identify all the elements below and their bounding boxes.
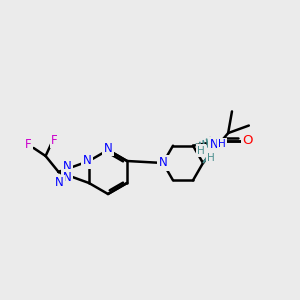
Text: N: N [213, 141, 222, 154]
Text: N: N [103, 142, 112, 154]
Text: F: F [25, 139, 32, 152]
Text: F: F [51, 134, 58, 146]
Text: N: N [82, 154, 91, 167]
Polygon shape [203, 148, 217, 163]
Text: N: N [63, 160, 71, 173]
Text: O: O [242, 134, 253, 147]
Text: H: H [218, 140, 226, 149]
Text: N: N [209, 138, 218, 151]
Text: N: N [159, 157, 167, 169]
Text: H: H [207, 153, 215, 163]
Text: H: H [197, 146, 205, 156]
Text: N: N [63, 171, 71, 184]
Text: N: N [55, 176, 64, 190]
